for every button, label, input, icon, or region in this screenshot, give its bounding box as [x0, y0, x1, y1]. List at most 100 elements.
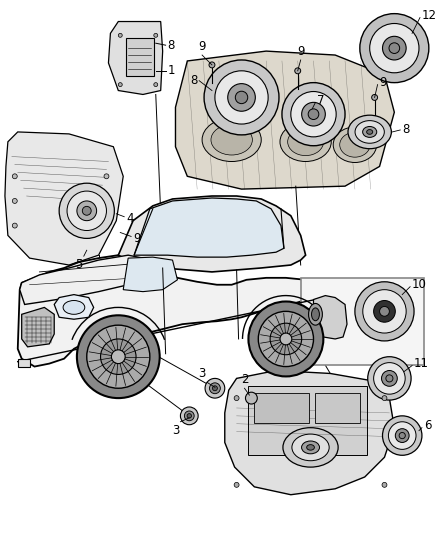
- Bar: [248, 386, 367, 455]
- Ellipse shape: [288, 128, 324, 156]
- Text: 8: 8: [190, 74, 197, 87]
- Circle shape: [363, 289, 406, 333]
- Ellipse shape: [307, 445, 314, 450]
- Circle shape: [280, 333, 292, 345]
- Ellipse shape: [367, 130, 373, 134]
- Text: 8: 8: [168, 39, 175, 52]
- Text: 11: 11: [414, 357, 429, 370]
- Polygon shape: [5, 132, 123, 265]
- Circle shape: [245, 392, 257, 404]
- Circle shape: [389, 43, 399, 53]
- Circle shape: [118, 34, 122, 37]
- Ellipse shape: [292, 434, 329, 461]
- Circle shape: [382, 36, 406, 60]
- Polygon shape: [225, 370, 394, 495]
- Text: 9: 9: [297, 45, 304, 58]
- Circle shape: [12, 198, 17, 204]
- Circle shape: [77, 201, 97, 221]
- Ellipse shape: [302, 441, 319, 454]
- Circle shape: [235, 91, 248, 103]
- Text: 9: 9: [133, 232, 141, 245]
- Circle shape: [396, 429, 409, 442]
- Circle shape: [399, 432, 405, 439]
- Circle shape: [59, 183, 114, 238]
- Circle shape: [248, 302, 323, 376]
- Circle shape: [215, 71, 268, 124]
- Circle shape: [104, 223, 109, 228]
- Ellipse shape: [340, 132, 370, 157]
- Ellipse shape: [348, 115, 392, 149]
- Bar: [254, 393, 308, 423]
- Circle shape: [154, 34, 158, 37]
- Text: 8: 8: [402, 124, 410, 136]
- Circle shape: [187, 414, 191, 418]
- Text: 6: 6: [424, 419, 431, 432]
- Circle shape: [212, 386, 217, 391]
- Text: 2: 2: [241, 373, 248, 386]
- Circle shape: [386, 375, 393, 382]
- Circle shape: [82, 206, 91, 215]
- Bar: [300, 278, 424, 365]
- Text: 9: 9: [198, 40, 206, 53]
- Ellipse shape: [283, 427, 338, 467]
- Circle shape: [111, 350, 125, 364]
- Circle shape: [295, 68, 300, 74]
- Circle shape: [355, 282, 414, 341]
- Circle shape: [118, 83, 122, 86]
- Text: 7: 7: [318, 94, 325, 107]
- Polygon shape: [134, 198, 284, 257]
- Circle shape: [308, 109, 319, 119]
- Ellipse shape: [363, 126, 377, 138]
- Bar: [18, 359, 30, 367]
- Polygon shape: [109, 21, 162, 94]
- Circle shape: [12, 174, 17, 179]
- Text: 5: 5: [75, 258, 82, 271]
- Circle shape: [368, 357, 411, 400]
- Polygon shape: [123, 257, 177, 292]
- Circle shape: [372, 94, 378, 100]
- Circle shape: [12, 223, 17, 228]
- Circle shape: [302, 102, 325, 126]
- Circle shape: [282, 83, 345, 146]
- Circle shape: [382, 482, 387, 487]
- Ellipse shape: [333, 127, 377, 163]
- Circle shape: [228, 84, 255, 111]
- Circle shape: [374, 301, 396, 322]
- Circle shape: [77, 316, 160, 398]
- Circle shape: [370, 23, 419, 73]
- Circle shape: [87, 325, 150, 388]
- Circle shape: [209, 62, 215, 68]
- Ellipse shape: [63, 301, 85, 314]
- Text: 3: 3: [198, 367, 206, 381]
- Circle shape: [270, 323, 302, 355]
- Text: 3: 3: [172, 424, 179, 437]
- Circle shape: [291, 92, 336, 137]
- Circle shape: [154, 83, 158, 86]
- Polygon shape: [20, 255, 162, 304]
- Ellipse shape: [355, 120, 384, 143]
- Circle shape: [180, 407, 198, 425]
- Text: 12: 12: [422, 9, 437, 22]
- Ellipse shape: [211, 125, 252, 155]
- Ellipse shape: [202, 118, 261, 161]
- Circle shape: [204, 60, 279, 135]
- Circle shape: [209, 383, 220, 394]
- Bar: [315, 393, 360, 423]
- Circle shape: [382, 395, 387, 401]
- Circle shape: [184, 411, 194, 421]
- Polygon shape: [118, 196, 306, 272]
- Polygon shape: [54, 295, 94, 319]
- Circle shape: [104, 174, 109, 179]
- Circle shape: [67, 191, 106, 230]
- Ellipse shape: [280, 122, 331, 161]
- Circle shape: [360, 14, 429, 83]
- Circle shape: [380, 306, 389, 316]
- Circle shape: [234, 482, 239, 487]
- Polygon shape: [18, 255, 323, 367]
- Circle shape: [205, 378, 225, 398]
- Text: 10: 10: [412, 278, 427, 291]
- Circle shape: [381, 370, 397, 386]
- Text: 4: 4: [126, 212, 134, 225]
- Circle shape: [258, 311, 314, 367]
- Circle shape: [382, 416, 422, 455]
